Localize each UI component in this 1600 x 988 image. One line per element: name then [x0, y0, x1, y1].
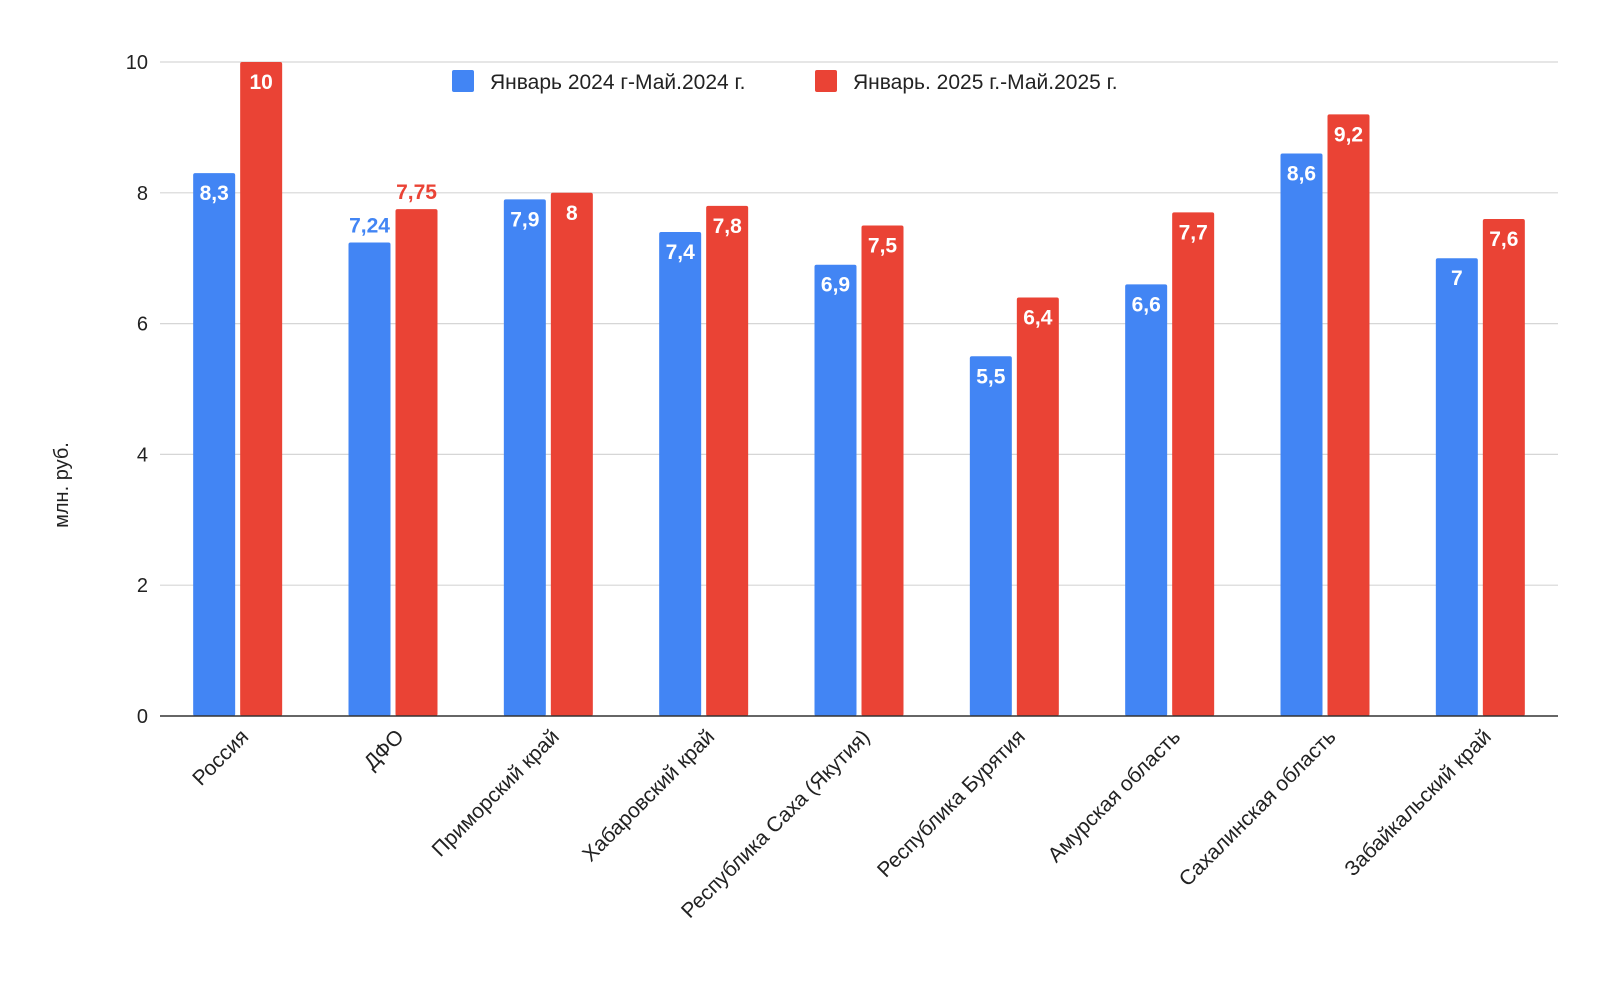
bar-республика-саха-якутия-series-1 — [814, 264, 857, 716]
bar-сахалинская-область-series-1 — [1280, 153, 1323, 716]
bar-приморский-край-series-2 — [550, 192, 593, 717]
bar-дфо-series-2 — [395, 209, 438, 716]
x-category-label: Республика Бурятия — [873, 725, 1030, 882]
x-category-label: Амурская область — [1043, 725, 1185, 867]
bar-дфо-series-1 — [348, 242, 391, 716]
bar-республика-бурятия-series-2 — [1016, 297, 1059, 716]
x-category-label: Республика Саха (Якутия) — [677, 725, 874, 922]
bar-хабаровский-край-series-1 — [659, 232, 702, 717]
y-tick-label: 0 — [137, 706, 148, 728]
data-label-хабаровский-край-series-1: 7,4 — [666, 241, 696, 264]
gridlines — [160, 61, 1558, 586]
data-label-амурская-область-series-2: 7,7 — [1179, 221, 1208, 244]
bar-хабаровский-край-series-2 — [706, 205, 749, 716]
data-labels: 8,3 10 7,24 7,75 7,9 8 7,4 7,8 6,9 7,5 5,5 6,4 6,6 7,… — [200, 71, 1519, 388]
data-label-республика-саха-якутия-series-2: 7,5 — [868, 235, 898, 258]
x-category-label: Сахалинская область — [1175, 725, 1341, 891]
data-label-приморский-край-series-1: 7,9 — [510, 208, 539, 231]
bar-приморский-край-series-1 — [503, 199, 546, 717]
data-label-республика-бурятия-series-2: 6,4 — [1023, 306, 1053, 329]
x-category-label: ДФО — [360, 725, 409, 774]
data-label-забайкальский-край-series-2: 7,6 — [1489, 228, 1518, 251]
data-label-сахалинская-область-series-2: 9,2 — [1334, 123, 1363, 146]
legend-swatch-series-1 — [452, 70, 474, 92]
bar-сахалинская-область-series-2 — [1327, 114, 1370, 716]
data-label-приморский-край-series-2: 8 — [566, 202, 578, 225]
data-label-республика-саха-якутия-series-1: 6,9 — [821, 274, 850, 297]
bar-россия-series-1 — [193, 173, 236, 716]
bar-республика-саха-якутия-series-2 — [861, 225, 904, 716]
y-tick-label: 6 — [137, 314, 148, 336]
legend-swatch-series-2 — [815, 70, 837, 92]
x-axis-categories: Россия ДФО Приморский край Хабаровский край… — [188, 725, 1496, 923]
x-category-label: Россия — [188, 725, 253, 790]
bars — [193, 62, 1525, 717]
legend-label-series-1: Январь 2024 г-Май.2024 г. — [490, 71, 745, 94]
x-category-label: Хабаровский край — [578, 725, 719, 866]
bar-амурская-область-series-1 — [1125, 284, 1168, 716]
y-tick-label: 10 — [126, 52, 148, 74]
data-label-республика-бурятия-series-1: 5,5 — [976, 365, 1006, 388]
bar-забайкальский-край-series-1 — [1435, 258, 1478, 716]
bar-россия-series-2 — [240, 62, 283, 716]
bar-амурская-область-series-2 — [1172, 212, 1215, 717]
y-tick-label: 4 — [137, 444, 148, 466]
y-tick-label: 8 — [137, 183, 148, 205]
data-label-амурская-область-series-1: 6,6 — [1132, 293, 1161, 316]
legend: Январь 2024 г-Май.2024 г. Январь. 2025 г.… — [452, 70, 1118, 94]
legend-label-series-2: Январь. 2025 г.-Май.2025 г. — [853, 71, 1118, 94]
x-category-label: Забайкальский край — [1340, 725, 1496, 881]
data-label-сахалинская-область-series-1: 8,6 — [1287, 163, 1316, 186]
data-label-россия-series-2: 10 — [249, 71, 272, 94]
data-label-россия-series-1: 8,3 — [200, 182, 229, 205]
data-label-забайкальский-край-series-1: 7 — [1451, 267, 1463, 290]
data-label-дфо-series-1: 7,24 — [349, 215, 390, 238]
bar-республика-бурятия-series-1 — [969, 356, 1012, 716]
y-tick-label: 2 — [137, 575, 148, 597]
y-axis-title: млн. руб. — [51, 442, 73, 528]
bar-забайкальский-край-series-2 — [1482, 218, 1525, 716]
data-label-дфо-series-2: 7,75 — [396, 181, 437, 204]
x-category-label: Приморский край — [428, 725, 564, 861]
y-axis-ticks: 0 2 4 6 8 10 — [126, 52, 148, 728]
data-label-хабаровский-край-series-2: 7,8 — [713, 215, 743, 238]
